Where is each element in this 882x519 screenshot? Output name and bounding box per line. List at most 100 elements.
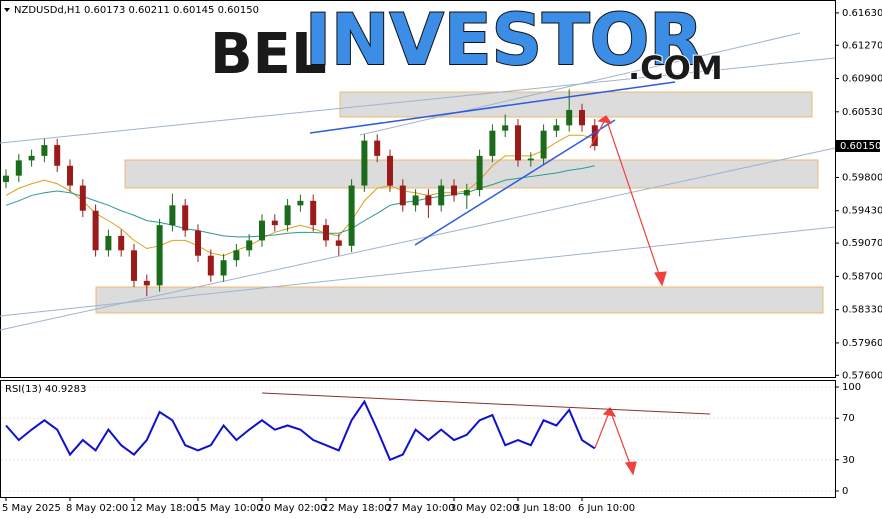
candle-body — [118, 235, 125, 251]
candle-body — [195, 230, 201, 256]
candle-body — [489, 130, 496, 156]
candle-body — [28, 155, 35, 161]
y-tick-label: 0.58700 — [842, 271, 882, 282]
channel-lines — [0, 32, 836, 331]
candle-body — [3, 175, 9, 182]
watermark-investor: INVESTOR — [305, 0, 703, 81]
trendline — [414, 119, 616, 246]
candle-body — [284, 205, 291, 226]
y-tick-label: 0.59430 — [842, 206, 882, 217]
y-tick-label: 0.61630 — [842, 8, 882, 19]
y-tick-label: 0.59070 — [842, 238, 882, 249]
candle-body — [182, 205, 189, 231]
candle-body — [259, 220, 265, 241]
last-price-box — [836, 139, 880, 152]
arrow-head — [602, 407, 617, 417]
y-tick-label: 0.59800 — [842, 172, 882, 183]
candle-body — [527, 158, 534, 161]
y-tick-label: 0.57600 — [842, 370, 882, 381]
candle-body — [540, 130, 547, 159]
candle-body — [310, 200, 317, 226]
channel-line — [359, 32, 801, 136]
symbol-icon — [4, 8, 10, 12]
y-tick-label: 0.57960 — [842, 338, 882, 349]
candle-body — [476, 155, 483, 191]
candle-body — [591, 125, 598, 146]
rsi-pane — [0, 380, 836, 498]
channel-line — [0, 226, 836, 317]
candle-body — [566, 110, 573, 126]
candle-body — [399, 185, 406, 206]
candle-body — [41, 145, 48, 156]
arrow-head — [597, 115, 613, 124]
y-tick-label: 0.60530 — [842, 107, 882, 118]
candle-body — [348, 185, 355, 246]
watermark-bel: BEL — [210, 22, 327, 87]
candle-body — [515, 125, 521, 161]
channel-line — [0, 147, 836, 331]
arrow-head — [624, 461, 637, 476]
moving-average — [5, 165, 595, 238]
candle-body — [79, 185, 86, 211]
trendline — [309, 81, 676, 134]
x-tick-label: 27 May 10:00 — [386, 503, 455, 514]
forecast-arrows — [589, 115, 667, 476]
candle-body — [67, 165, 73, 186]
candle-body — [271, 220, 278, 226]
rsi-tick-label: 0 — [842, 486, 848, 497]
candle-body — [297, 200, 304, 206]
candle-body — [335, 240, 342, 246]
price-pane — [0, 0, 836, 378]
candle-body — [412, 195, 419, 206]
moving-average — [5, 134, 595, 257]
candle-body — [553, 125, 560, 131]
candle-body — [246, 240, 253, 251]
support-zone — [95, 286, 824, 314]
candle-body — [438, 185, 445, 206]
rsi-tick-label: 30 — [842, 455, 855, 466]
candle-body — [15, 160, 22, 176]
middle-zone — [124, 159, 819, 189]
rsi-line — [5, 399, 596, 462]
candle-body — [105, 235, 112, 251]
marks — [1, 89, 835, 492]
rsi-trendline — [261, 392, 711, 415]
rsi-title: RSI(13) 40.9283 — [5, 384, 86, 395]
candle-body — [425, 195, 432, 206]
candle-body — [156, 225, 163, 286]
candle-body — [54, 145, 61, 166]
y-tick-label: 0.60900 — [842, 74, 882, 85]
y-tick-label: 0.61270 — [842, 40, 882, 51]
candle-body — [220, 260, 227, 276]
candle-body — [207, 255, 214, 276]
candle-body — [361, 140, 368, 186]
last-price-label: 0.60150 — [840, 141, 881, 152]
candle-body — [579, 110, 585, 126]
candle-body — [387, 155, 393, 186]
x-tick-label: 22 May 18:00 — [322, 503, 391, 514]
candle-body — [323, 225, 329, 241]
candle-body — [502, 125, 509, 131]
candle-body — [463, 190, 470, 196]
arrow-head — [654, 271, 667, 287]
y-tick-label: 0.58330 — [842, 305, 882, 316]
candle-body — [169, 205, 176, 226]
rsi-tick-label: 100 — [842, 382, 861, 393]
channel-line — [0, 57, 836, 144]
x-tick-label: 6 Jun 10:00 — [578, 503, 635, 514]
candle-body — [92, 210, 99, 251]
rsi-tick-label: 70 — [842, 413, 855, 424]
candle-body — [131, 250, 137, 281]
x-tick-label: 12 May 18:00 — [130, 503, 199, 514]
x-tick-label: 5 May 2025 — [2, 503, 61, 514]
x-tick-label: 3 Jun 18:00 — [514, 503, 571, 514]
trendlines — [309, 81, 676, 246]
watermark-com: .COM — [628, 49, 723, 87]
x-tick-label: 15 May 10:00 — [194, 503, 263, 514]
chart-title: NZDUSDd,H1 0.60173 0.60211 0.60145 0.601… — [14, 5, 259, 16]
candle-body — [374, 140, 381, 156]
candle-body — [143, 280, 150, 286]
x-tick-label: 8 May 02:00 — [66, 503, 128, 514]
candle-body — [233, 250, 240, 261]
